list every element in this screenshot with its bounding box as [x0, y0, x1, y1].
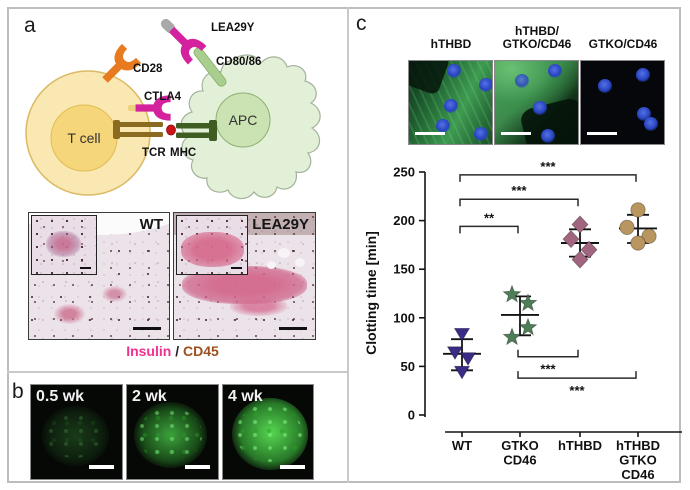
- wt-inset: [31, 215, 97, 275]
- scale-bar: [185, 465, 210, 469]
- series-hthbd-gtko-cd46: [619, 202, 657, 251]
- gtko-cd46-if-image: [580, 60, 665, 145]
- timepoint-label: 0.5 wk: [36, 388, 85, 405]
- lea29y-label: LEA29Y: [211, 22, 255, 34]
- scale-bar: [279, 327, 307, 330]
- apc-label: APC: [229, 112, 258, 128]
- svg-text:CD46: CD46: [503, 453, 536, 468]
- svg-text:***: ***: [540, 159, 556, 174]
- svg-text:GTKO: GTKO: [501, 438, 539, 453]
- series-wt: [443, 327, 481, 380]
- svg-text:***: ***: [511, 183, 527, 198]
- timepoint-label: 4 wk: [228, 388, 263, 405]
- nucleus: [435, 119, 450, 134]
- panel-c-letter: c: [356, 12, 367, 35]
- svg-text:250: 250: [393, 165, 415, 180]
- t-cell-label: T cell: [67, 130, 100, 146]
- svg-text:hTHBD: hTHBD: [558, 438, 602, 453]
- sig-bracket: ***: [459, 183, 579, 207]
- lea29y-label: LEA29Y: [252, 216, 309, 233]
- hthbd-gtko-cd46-if-image: [494, 60, 579, 145]
- histology-wt-image: WT: [28, 212, 170, 340]
- scale-bar: [587, 131, 617, 135]
- nucleus: [644, 117, 659, 132]
- sig-bracket: ***: [517, 349, 579, 377]
- clotting-scatter-svg: 0 50 100 150 200 250 Clotting time [min] WT GTKO…: [363, 159, 682, 482]
- panel-b-letter: b: [12, 380, 24, 403]
- gtko-cd46-image-label: GTKO/CD46: [588, 37, 658, 51]
- nucleus: [597, 79, 612, 94]
- nucleus: [443, 99, 458, 114]
- cd80-86-label: CD80/86: [216, 56, 261, 68]
- insulin-caption: Insulin: [126, 343, 172, 359]
- tcr-label: TCR: [142, 147, 166, 159]
- svg-text:Clotting time [min]: Clotting time [min]: [363, 231, 379, 355]
- ctla4-label: CTLA4: [144, 91, 182, 103]
- caption-separator: /: [171, 343, 183, 359]
- fluorescence-image-0-5wk: 0.5 wk: [30, 384, 123, 480]
- scale-bar: [280, 465, 305, 469]
- fluorescence-image-2wk: 2 wk: [126, 384, 219, 480]
- series-hthbd: [561, 215, 599, 269]
- nucleus: [447, 64, 462, 79]
- svg-text:50: 50: [401, 359, 415, 374]
- svg-text:100: 100: [393, 310, 415, 325]
- tcr-receptor: [113, 120, 163, 139]
- svg-text:200: 200: [393, 213, 415, 228]
- nucleus: [478, 77, 492, 92]
- nucleus: [548, 64, 563, 79]
- mhc-label: MHC: [170, 147, 196, 159]
- svg-text:GTKO: GTKO: [619, 453, 657, 468]
- nucleus: [473, 127, 488, 142]
- svg-text:***: ***: [569, 383, 585, 398]
- lea29y-molecule: [160, 18, 207, 65]
- hthbd-gtko-cd46-image-label: hTHBD/ GTKO/CD46: [502, 24, 572, 51]
- histology-lea29y-image: LEA29Y: [173, 212, 316, 340]
- svg-text:hTHBD: hTHBD: [616, 438, 660, 453]
- hthbd-image-label: hTHBD: [430, 37, 472, 51]
- wt-label: WT: [139, 216, 163, 233]
- nucleus: [533, 100, 548, 115]
- sig-bracket: **: [459, 210, 519, 234]
- sig-bracket: ***: [517, 371, 637, 398]
- stain-caption: Insulin / CD45: [28, 343, 317, 359]
- svg-text:**: **: [484, 210, 495, 225]
- svg-text:WT: WT: [452, 438, 472, 453]
- scale-bar: [415, 131, 445, 135]
- svg-text:150: 150: [393, 262, 415, 277]
- nucleus: [514, 74, 529, 89]
- scale-bar: [133, 327, 161, 330]
- svg-text:CD46: CD46: [621, 467, 654, 482]
- hthbd-if-image: [408, 60, 493, 145]
- mhc-molecule: [176, 120, 217, 141]
- nucleus: [541, 129, 556, 144]
- peptide-dot: [166, 124, 176, 136]
- tcell-apc-diagram: APC T cell C: [25, 18, 321, 200]
- svg-text:***: ***: [540, 362, 556, 377]
- scale-bar: [89, 465, 114, 469]
- scale-bar: [501, 131, 531, 135]
- inset-scale-bar: [231, 267, 242, 269]
- column-divider: [347, 7, 349, 483]
- y-axis: 0 50 100 150 200 250 Clotting time [min]: [363, 165, 426, 423]
- panel-ab-divider: [7, 371, 349, 373]
- panel-a-letter: a: [24, 14, 36, 37]
- clotting-time-chart: 0 50 100 150 200 250 Clotting time [min] WT GTKO…: [350, 158, 686, 488]
- lea29y-inset: [176, 215, 248, 275]
- cd28-label: CD28: [133, 63, 163, 75]
- cd80-86-molecule: [193, 47, 227, 87]
- timepoint-label: 2 wk: [132, 388, 167, 405]
- sig-bracket: ***: [459, 159, 637, 182]
- fluorescence-image-4wk: 4 wk: [222, 384, 314, 480]
- nucleus: [635, 67, 650, 82]
- cd45-caption: CD45: [183, 343, 219, 359]
- svg-text:0: 0: [408, 408, 415, 423]
- apc-nucleus: [215, 92, 271, 148]
- series-gtko-cd46: [501, 284, 539, 346]
- inset-scale-bar: [80, 267, 91, 269]
